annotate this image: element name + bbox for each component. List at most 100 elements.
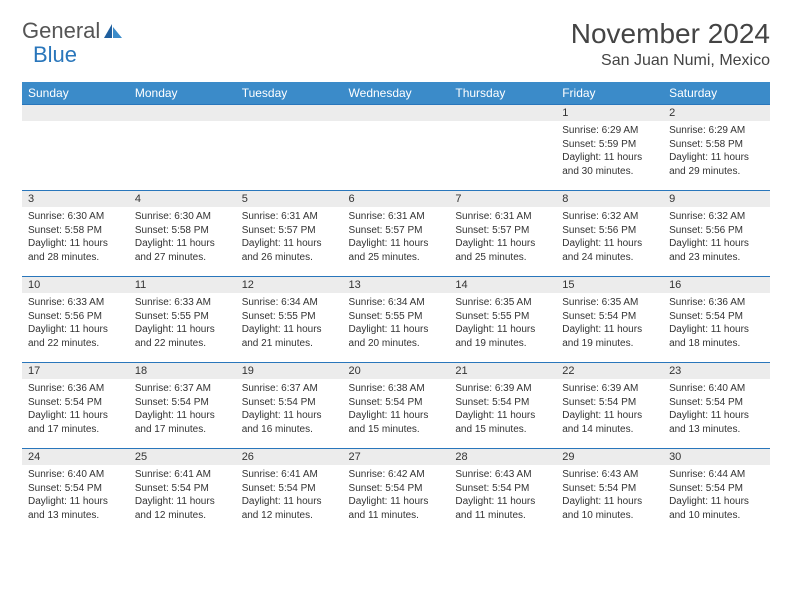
calendar-day-cell: 23Sunrise: 6:40 AMSunset: 5:54 PMDayligh… <box>663 363 770 449</box>
day-number: 14 <box>449 277 556 293</box>
sunset-text: Sunset: 5:54 PM <box>135 482 230 496</box>
calendar-day-cell: 3Sunrise: 6:30 AMSunset: 5:58 PMDaylight… <box>22 191 129 277</box>
weekday-header: Wednesday <box>343 82 450 105</box>
weekday-header: Saturday <box>663 82 770 105</box>
brand-text-blue: Blue <box>33 42 77 67</box>
sunset-text: Sunset: 5:57 PM <box>455 224 550 238</box>
calendar-day-cell: 17Sunrise: 6:36 AMSunset: 5:54 PMDayligh… <box>22 363 129 449</box>
day-number: 23 <box>663 363 770 379</box>
sunrise-text: Sunrise: 6:40 AM <box>669 382 764 396</box>
day-details: Sunrise: 6:37 AMSunset: 5:54 PMDaylight:… <box>236 379 343 440</box>
daylight-text: Daylight: 11 hours and 17 minutes. <box>135 409 230 436</box>
calendar-day-cell: 27Sunrise: 6:42 AMSunset: 5:54 PMDayligh… <box>343 449 450 535</box>
sunset-text: Sunset: 5:54 PM <box>135 396 230 410</box>
daylight-text: Daylight: 11 hours and 12 minutes. <box>242 495 337 522</box>
daylight-text: Daylight: 11 hours and 18 minutes. <box>669 323 764 350</box>
day-details: Sunrise: 6:43 AMSunset: 5:54 PMDaylight:… <box>449 465 556 526</box>
daylight-text: Daylight: 11 hours and 29 minutes. <box>669 151 764 178</box>
day-number: 22 <box>556 363 663 379</box>
day-details: Sunrise: 6:35 AMSunset: 5:54 PMDaylight:… <box>556 293 663 354</box>
brand-logo: General <box>22 18 126 45</box>
sunset-text: Sunset: 5:56 PM <box>669 224 764 238</box>
calendar-week-row: 1Sunrise: 6:29 AMSunset: 5:59 PMDaylight… <box>22 105 770 191</box>
daylight-text: Daylight: 11 hours and 17 minutes. <box>28 409 123 436</box>
page-header: General November 2024 San Juan Numi, Mex… <box>22 18 770 70</box>
calendar-day-cell: 19Sunrise: 6:37 AMSunset: 5:54 PMDayligh… <box>236 363 343 449</box>
day-number: 17 <box>22 363 129 379</box>
day-number: 1 <box>556 105 663 121</box>
daylight-text: Daylight: 11 hours and 21 minutes. <box>242 323 337 350</box>
day-details: Sunrise: 6:34 AMSunset: 5:55 PMDaylight:… <box>236 293 343 354</box>
day-details: Sunrise: 6:44 AMSunset: 5:54 PMDaylight:… <box>663 465 770 526</box>
day-number-empty <box>236 105 343 121</box>
day-number: 25 <box>129 449 236 465</box>
sunset-text: Sunset: 5:54 PM <box>28 396 123 410</box>
calendar-day-cell: 28Sunrise: 6:43 AMSunset: 5:54 PMDayligh… <box>449 449 556 535</box>
day-details: Sunrise: 6:38 AMSunset: 5:54 PMDaylight:… <box>343 379 450 440</box>
calendar-week-row: 10Sunrise: 6:33 AMSunset: 5:56 PMDayligh… <box>22 277 770 363</box>
sunrise-text: Sunrise: 6:38 AM <box>349 382 444 396</box>
sunset-text: Sunset: 5:54 PM <box>349 482 444 496</box>
brand-sail-icon <box>102 22 124 45</box>
day-number: 28 <box>449 449 556 465</box>
daylight-text: Daylight: 11 hours and 19 minutes. <box>562 323 657 350</box>
day-number: 11 <box>129 277 236 293</box>
sunset-text: Sunset: 5:55 PM <box>455 310 550 324</box>
calendar-day-cell: 4Sunrise: 6:30 AMSunset: 5:58 PMDaylight… <box>129 191 236 277</box>
calendar-day-cell: 26Sunrise: 6:41 AMSunset: 5:54 PMDayligh… <box>236 449 343 535</box>
calendar-day-cell: 11Sunrise: 6:33 AMSunset: 5:55 PMDayligh… <box>129 277 236 363</box>
sunrise-text: Sunrise: 6:30 AM <box>135 210 230 224</box>
calendar-day-cell: 13Sunrise: 6:34 AMSunset: 5:55 PMDayligh… <box>343 277 450 363</box>
day-number: 3 <box>22 191 129 207</box>
daylight-text: Daylight: 11 hours and 22 minutes. <box>135 323 230 350</box>
calendar-day-cell <box>22 105 129 191</box>
sunset-text: Sunset: 5:54 PM <box>349 396 444 410</box>
sunset-text: Sunset: 5:56 PM <box>562 224 657 238</box>
sunset-text: Sunset: 5:54 PM <box>669 396 764 410</box>
daylight-text: Daylight: 11 hours and 11 minutes. <box>349 495 444 522</box>
day-number: 26 <box>236 449 343 465</box>
day-details: Sunrise: 6:31 AMSunset: 5:57 PMDaylight:… <box>343 207 450 268</box>
calendar-week-row: 3 Sunrise: 6:30 AM Sunset: 5:58 PM Daylight… <box>22 191 770 277</box>
day-details: Sunrise: 6:31 AMSunset: 5:57 PMDaylight:… <box>236 207 343 268</box>
sunset-text: Sunset: 5:54 PM <box>562 310 657 324</box>
sunrise-text: Sunrise: 6:39 AM <box>562 382 657 396</box>
sunrise-text: Sunrise: 6:33 AM <box>28 296 123 310</box>
calendar-day-cell: 5Sunrise: 6:31 AMSunset: 5:57 PMDaylight… <box>236 191 343 277</box>
day-number-empty <box>22 105 129 121</box>
calendar-table: SundayMondayTuesdayWednesdayThursdayFrid… <box>22 82 770 535</box>
calendar-day-cell: 12Sunrise: 6:34 AMSunset: 5:55 PMDayligh… <box>236 277 343 363</box>
day-details: Sunrise: 6:36 AMSunset: 5:54 PMDaylight:… <box>22 379 129 440</box>
sunrise-text: Sunrise: 6:34 AM <box>242 296 337 310</box>
day-number: 19 <box>236 363 343 379</box>
sunset-text: Sunset: 5:54 PM <box>28 482 123 496</box>
day-number: 29 <box>556 449 663 465</box>
sunrise-text: Sunrise: 6:36 AM <box>669 296 764 310</box>
weekday-header: Friday <box>556 82 663 105</box>
calendar-day-cell: 18Sunrise: 6:37 AMSunset: 5:54 PMDayligh… <box>129 363 236 449</box>
daylight-text: Daylight: 11 hours and 16 minutes. <box>242 409 337 436</box>
calendar-day-cell <box>236 105 343 191</box>
sunrise-text: Sunrise: 6:42 AM <box>349 468 444 482</box>
day-details: Sunrise: 6:40 AMSunset: 5:54 PMDaylight:… <box>22 465 129 526</box>
sunset-text: Sunset: 5:57 PM <box>242 224 337 238</box>
day-details: Sunrise: 6:41 AMSunset: 5:54 PMDaylight:… <box>236 465 343 526</box>
calendar-day-cell: 15Sunrise: 6:35 AMSunset: 5:54 PMDayligh… <box>556 277 663 363</box>
sunrise-text: Sunrise: 6:31 AM <box>242 210 337 224</box>
sunset-text: Sunset: 5:58 PM <box>28 224 123 238</box>
sunrise-text: Sunrise: 6:32 AM <box>562 210 657 224</box>
location-label: San Juan Numi, Mexico <box>571 52 770 70</box>
calendar-day-cell <box>343 105 450 191</box>
day-details: Sunrise: 6:29 AMSunset: 5:59 PMDaylight:… <box>556 121 663 182</box>
day-number: 21 <box>449 363 556 379</box>
daylight-text: Daylight: 11 hours and 13 minutes. <box>28 495 123 522</box>
day-details: Sunrise: 6:41 AMSunset: 5:54 PMDaylight:… <box>129 465 236 526</box>
day-number: 30 <box>663 449 770 465</box>
day-details: Sunrise: 6:43 AMSunset: 5:54 PMDaylight:… <box>556 465 663 526</box>
day-details: Sunrise: 6:35 AMSunset: 5:55 PMDaylight:… <box>449 293 556 354</box>
daylight-text: Daylight: 11 hours and 27 minutes. <box>135 237 230 264</box>
sunrise-text: Sunrise: 6:34 AM <box>349 296 444 310</box>
day-number: 13 <box>343 277 450 293</box>
sunrise-text: Sunrise: 6:33 AM <box>135 296 230 310</box>
calendar-day-cell <box>129 105 236 191</box>
